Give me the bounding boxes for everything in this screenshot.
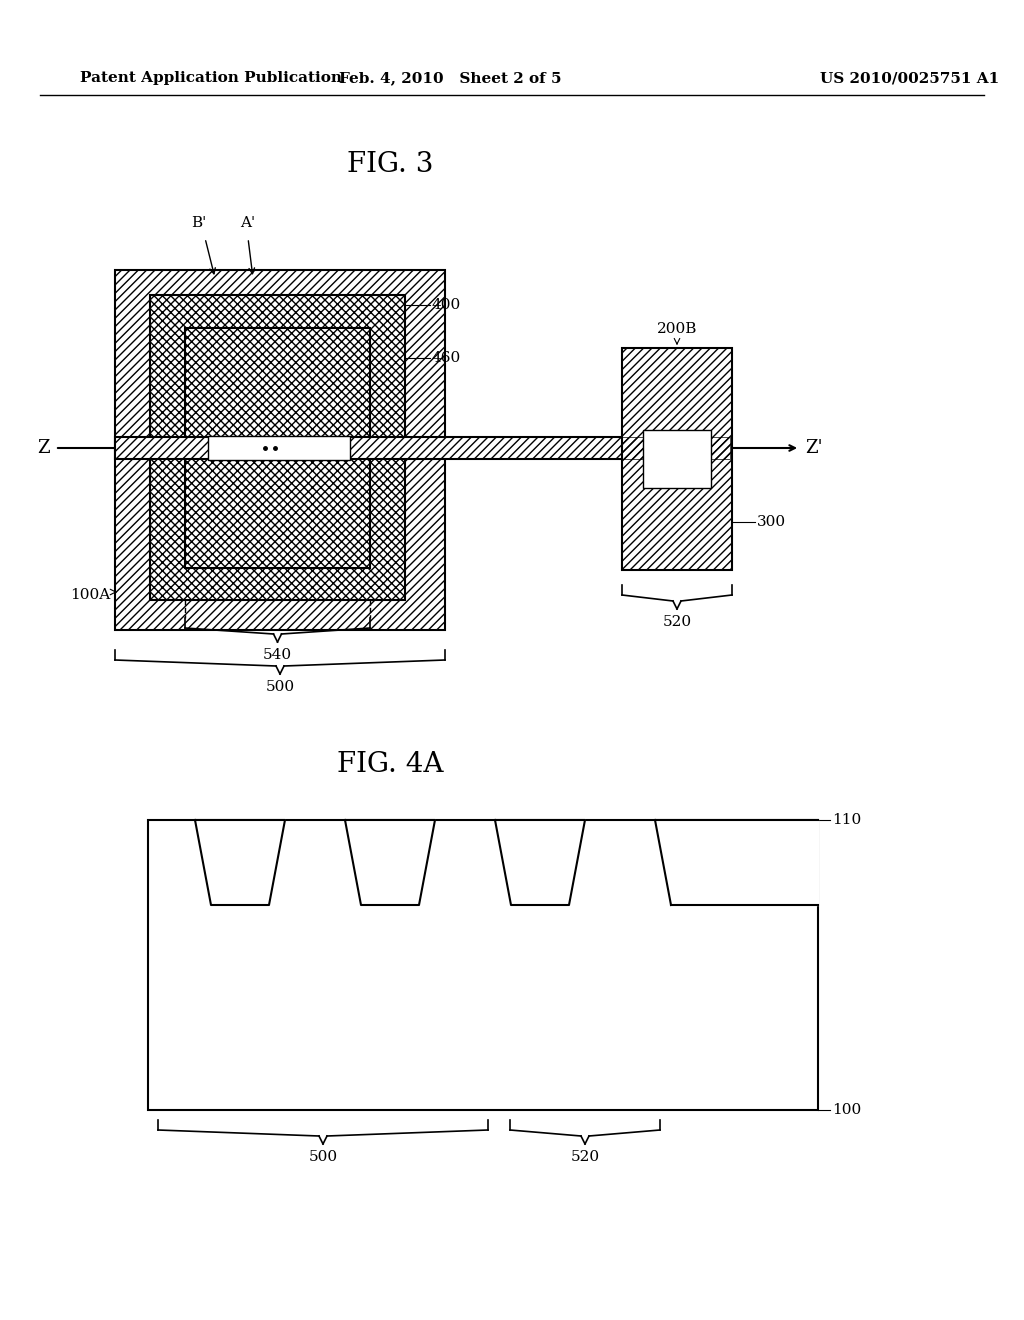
Text: Z: Z (37, 440, 50, 457)
Bar (148, 820, 818, 1110)
Text: 500: 500 (308, 1150, 338, 1164)
Text: 460: 460 (432, 351, 461, 366)
Bar (150, 294, 406, 601)
Bar (622, 348, 732, 570)
Bar (185, 327, 370, 568)
Text: 100A: 100A (70, 587, 110, 602)
Text: 100: 100 (831, 1104, 861, 1117)
Bar (115, 271, 445, 630)
Polygon shape (195, 820, 285, 906)
Polygon shape (655, 820, 818, 906)
Text: 400: 400 (432, 298, 461, 312)
Text: Patent Application Publication: Patent Application Publication (80, 71, 342, 84)
Text: 520: 520 (570, 1150, 600, 1164)
Polygon shape (495, 820, 585, 906)
Text: Feb. 4, 2010   Sheet 2 of 5: Feb. 4, 2010 Sheet 2 of 5 (339, 71, 561, 84)
Bar (115, 271, 445, 630)
Bar (643, 430, 711, 488)
Bar (115, 437, 730, 459)
Bar (150, 294, 406, 601)
Text: FIG. 4A: FIG. 4A (337, 751, 443, 779)
Text: Z': Z' (805, 440, 822, 457)
Bar (208, 436, 350, 459)
Text: 500: 500 (265, 680, 295, 694)
Text: 300: 300 (757, 515, 786, 529)
Text: B': B' (191, 216, 207, 230)
Text: 110: 110 (831, 813, 861, 828)
Text: US 2010/0025751 A1: US 2010/0025751 A1 (820, 71, 999, 84)
Text: 520: 520 (663, 615, 691, 630)
Bar (115, 437, 730, 459)
Bar (622, 348, 732, 570)
Text: 540: 540 (263, 648, 292, 663)
Text: A': A' (241, 216, 256, 230)
Bar (185, 327, 370, 568)
Text: 200B: 200B (656, 322, 697, 337)
Polygon shape (345, 820, 435, 906)
Text: FIG. 3: FIG. 3 (347, 152, 433, 178)
